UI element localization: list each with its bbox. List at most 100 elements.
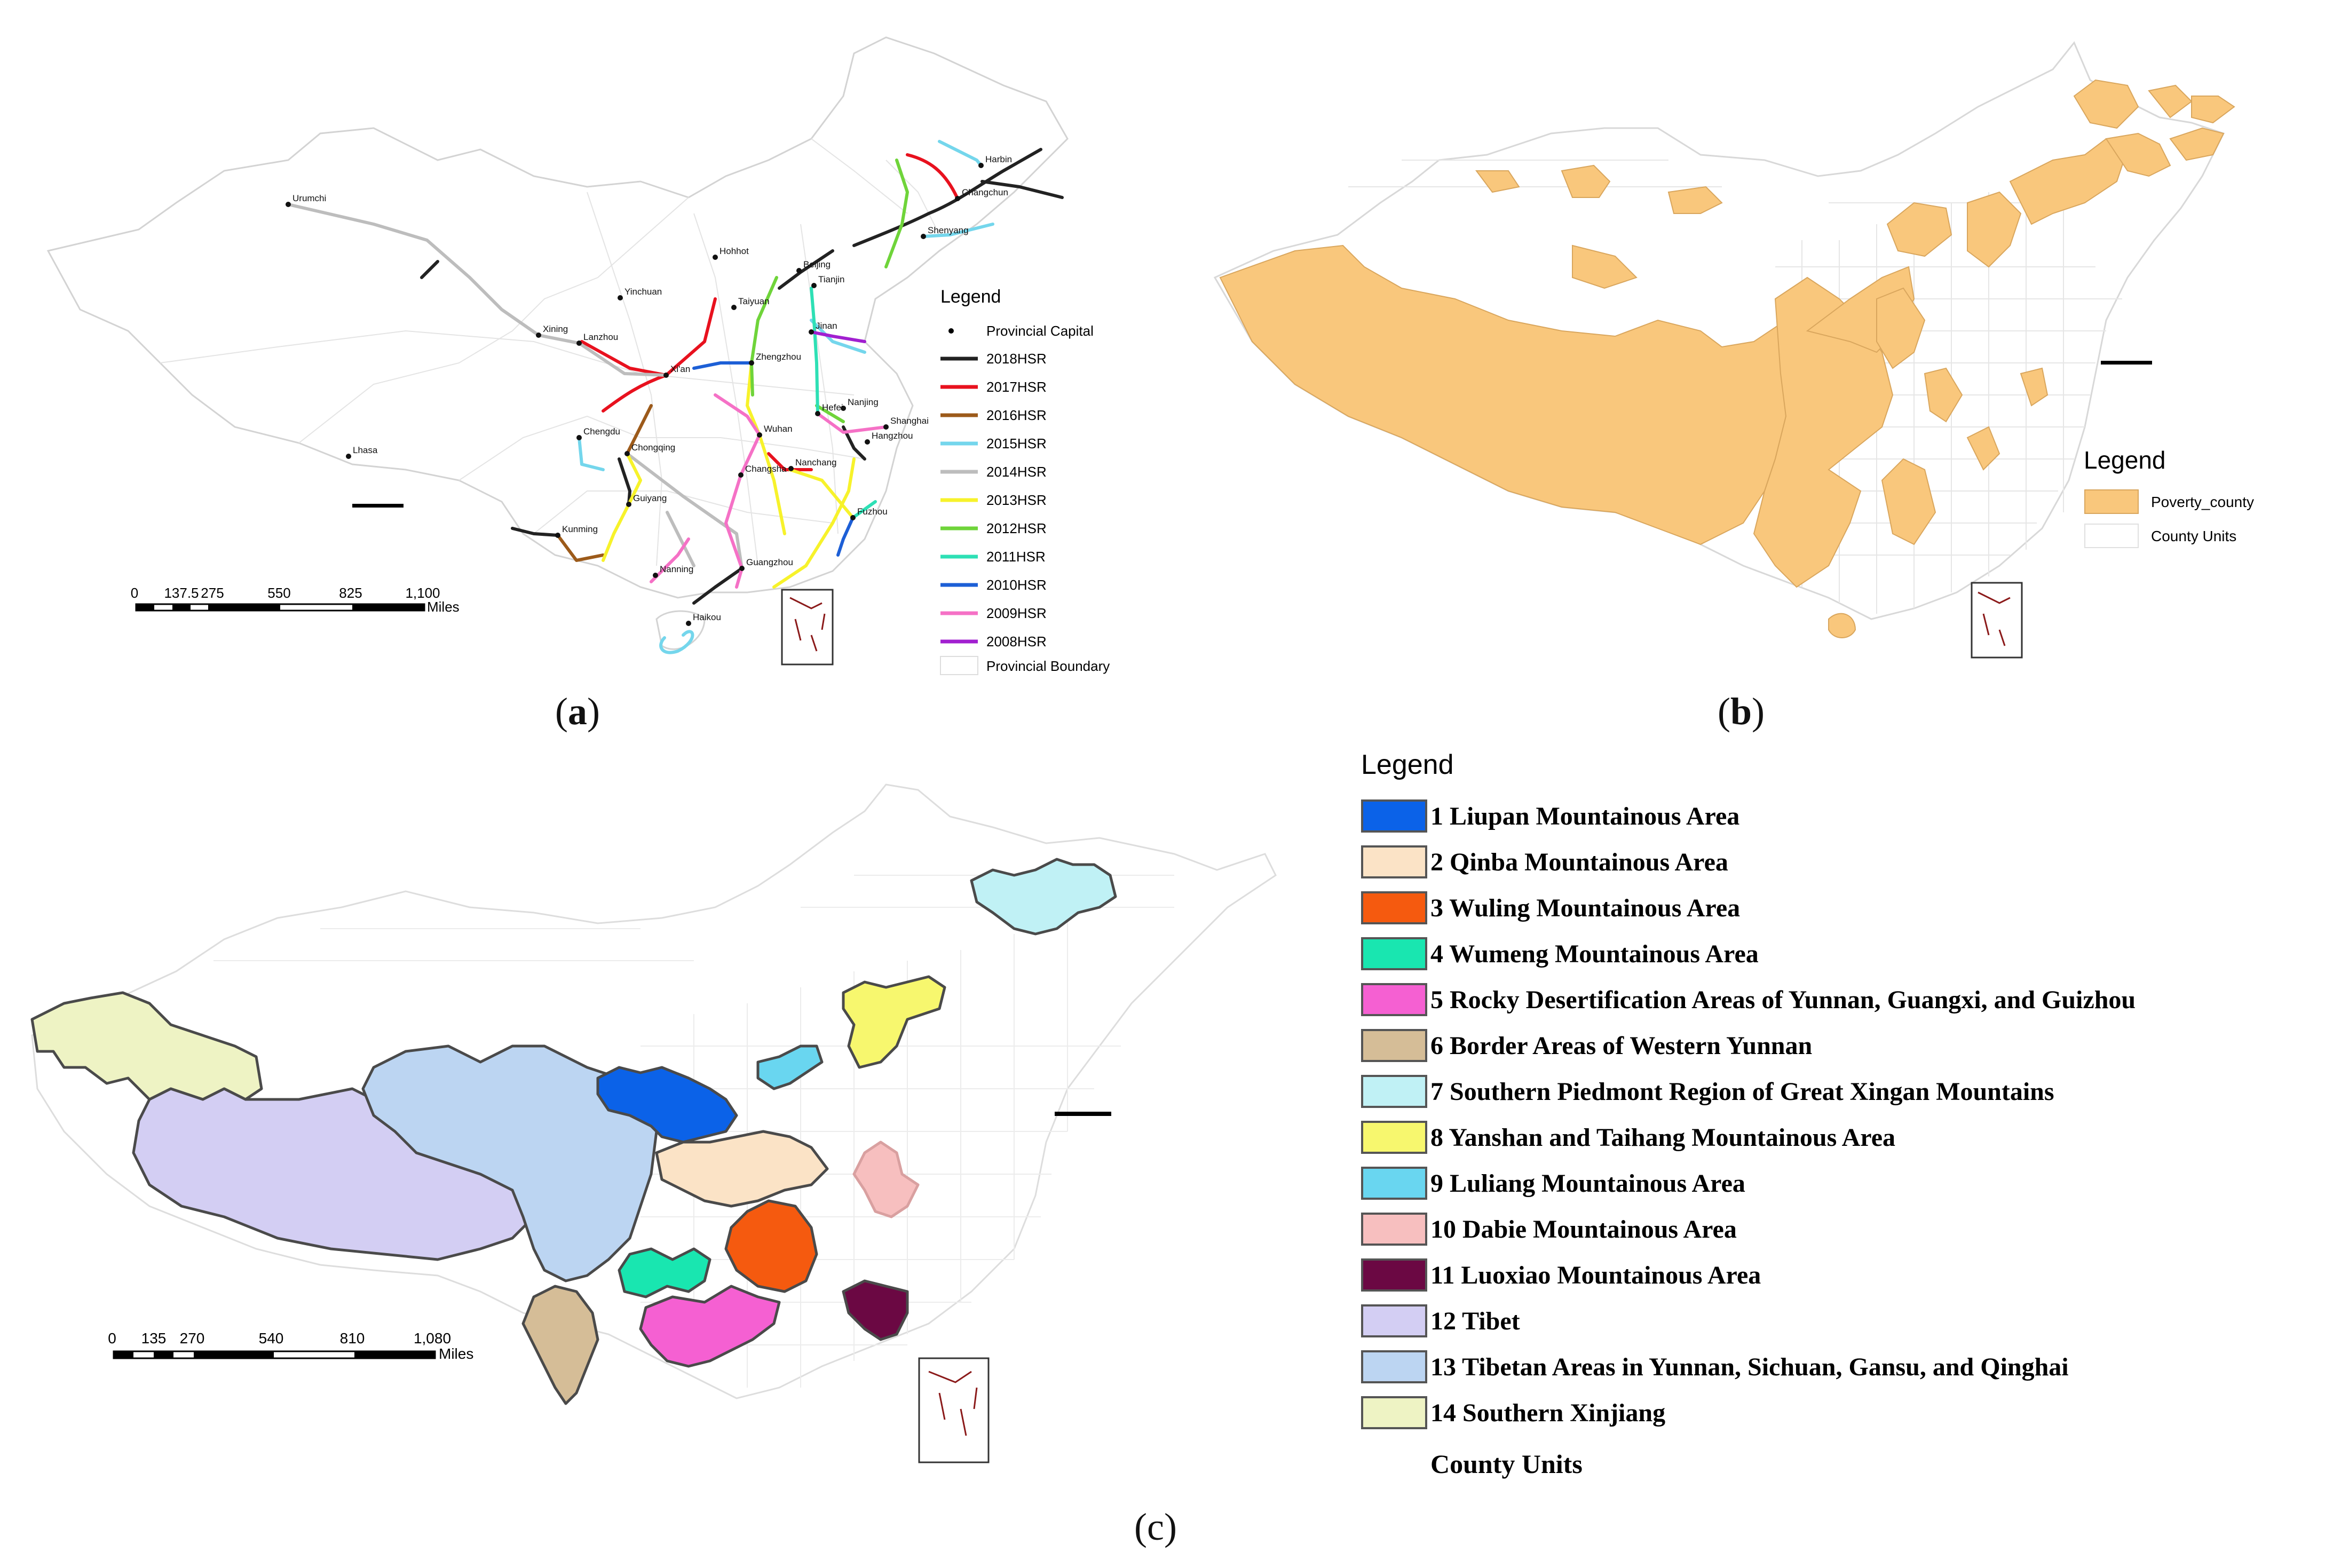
scale-tick: 0 — [108, 1330, 116, 1347]
legend-county-label: County Units — [1430, 1449, 1583, 1479]
legend-capital-label: Provincial Capital — [986, 323, 1094, 339]
scale-bar: 0 137.5 275 550 825 1,100 Miles — [131, 585, 460, 615]
city-dot-icon — [576, 340, 582, 346]
city-dot-icon — [749, 360, 754, 366]
panel-c-letter: c — [1146, 1506, 1164, 1548]
legend-swatch — [1361, 1167, 1427, 1200]
city-dot-icon — [850, 515, 856, 520]
capital-dot-icon — [948, 328, 954, 334]
legend-swatch — [1361, 799, 1427, 833]
city-dot-icon — [624, 451, 630, 456]
region-2-qinba — [655, 1130, 829, 1208]
panel-a-letter: a — [567, 690, 587, 733]
city-dot-icon — [713, 255, 718, 260]
city-label: Lanzhou — [583, 332, 618, 342]
legend-label: 9 Luliang Mountainous Area — [1430, 1169, 1745, 1198]
city-label: Shenyang — [928, 225, 969, 235]
city-label: Beijing — [803, 259, 831, 270]
city-label: Chongqing — [631, 442, 675, 453]
city-label: Kunming — [562, 524, 598, 534]
city-dot-icon — [731, 305, 737, 310]
panel-c-label: (c) — [1134, 1506, 1177, 1548]
city-dot-icon — [576, 435, 582, 440]
scale-tick: 825 — [339, 585, 362, 601]
region-3-wuling — [724, 1199, 818, 1293]
panel-b-letter: b — [1730, 690, 1752, 733]
legend-swatch — [1361, 1029, 1427, 1062]
legend-swatch — [1361, 1121, 1427, 1154]
legend-label: 2010HSR — [986, 577, 1047, 593]
city-label: Changchun — [962, 187, 1008, 197]
city-label: Jinan — [816, 321, 837, 331]
legend-label: County Units — [2151, 528, 2236, 544]
city-dot-icon — [738, 472, 744, 478]
city-label: Hohhot — [719, 246, 749, 256]
north-arrow-bar — [1055, 1112, 1111, 1116]
legend-label: 11 Luoxiao Mountainous Area — [1430, 1261, 1761, 1289]
city-dot-icon — [788, 466, 794, 471]
legend-swatch — [1361, 1213, 1427, 1246]
city-label: Xi'an — [670, 364, 690, 374]
city-dot-icon — [865, 439, 870, 445]
city-dot-icon — [883, 424, 889, 430]
poverty-counties — [1219, 79, 2235, 638]
city-label: Tianjin — [818, 274, 844, 284]
city-label: Guiyang — [633, 493, 667, 503]
city-label: Yinchuan — [624, 287, 662, 297]
legend-swatch — [1361, 891, 1427, 924]
city-dot-icon — [809, 329, 814, 335]
legend-label: 2017HSR — [986, 379, 1047, 395]
city-label: Nanning — [660, 564, 693, 574]
legend-boundary-label: Provincial Boundary — [986, 658, 1110, 674]
scale-tick: 0 — [131, 585, 138, 601]
city-label: Lhasa — [353, 445, 378, 455]
city-label: Harbin — [985, 154, 1012, 164]
legend-label: 13 Tibetan Areas in Yunnan, Sichuan, Gan… — [1430, 1353, 2069, 1381]
legend-label: 5 Rocky Desertification Areas of Yunnan,… — [1430, 986, 2136, 1014]
legend-swatch — [1361, 845, 1427, 878]
panel-a-map: Urumchi Harbin Changchun Shenyang Hohhot Beij… — [46, 36, 1110, 675]
scale-tick: 1,080 — [414, 1330, 451, 1347]
legend-swatch — [1361, 1396, 1427, 1429]
city-dot-icon — [686, 621, 691, 626]
city-dot-icon — [955, 196, 960, 201]
city-dot-icon — [921, 234, 926, 239]
region-10-dabie — [852, 1141, 920, 1218]
legend-swatch — [1361, 1258, 1427, 1292]
legend-label: 14 Southern Xinjiang — [1430, 1399, 1665, 1427]
legend-title: Legend — [1361, 749, 1454, 780]
region-11-luoxiao — [842, 1279, 909, 1341]
region-1-liupan — [596, 1066, 738, 1144]
city-label: Nanchang — [795, 457, 837, 468]
region-13-tibetan-areas — [361, 1044, 658, 1282]
legend-label: 2016HSR — [986, 407, 1047, 423]
panel-a-legend: Legend Provincial Capital 2018HSR 2017HSR… — [940, 287, 1110, 675]
panel-c-legend: Legend 1 Liupan Mountainous Area 2 Qinba … — [1361, 749, 2136, 1479]
legend-label: 2015HSR — [986, 435, 1047, 452]
city-markers: Urumchi Harbin Changchun Shenyang Hohhot Beij… — [286, 154, 1012, 626]
legend-swatch — [1361, 1350, 1427, 1383]
scale-tick: 270 — [180, 1330, 205, 1347]
city-dot-icon — [653, 573, 658, 578]
legend-label: Poverty_county — [2151, 494, 2254, 510]
scale-tick: 810 — [340, 1330, 365, 1347]
city-dot-icon — [815, 411, 820, 416]
scale-tick: 1,100 — [405, 585, 440, 601]
city-label: Fuzhou — [857, 506, 888, 517]
city-dot-icon — [739, 566, 745, 571]
city-label: Hefei — [822, 402, 843, 413]
legend-label: 1 Liupan Mountainous Area — [1430, 802, 1739, 830]
china-outline — [46, 36, 1069, 650]
legend-swatch — [1361, 983, 1427, 1016]
region-8-yanshan-taihang — [842, 975, 946, 1069]
panel-b-label: (b) — [1718, 690, 1765, 733]
legend-label: 2011HSR — [986, 549, 1046, 565]
panel-a-label: (a) — [555, 690, 600, 733]
legend-title: Legend — [2084, 446, 2166, 474]
inset-south-china-sea — [1971, 582, 2023, 659]
region-4-wumeng — [618, 1247, 711, 1298]
region-6-western-yunnan — [521, 1285, 599, 1405]
legend-label: 2012HSR — [986, 520, 1047, 536]
legend-swatch — [2084, 524, 2139, 548]
scale-unit: Miles — [439, 1345, 473, 1362]
